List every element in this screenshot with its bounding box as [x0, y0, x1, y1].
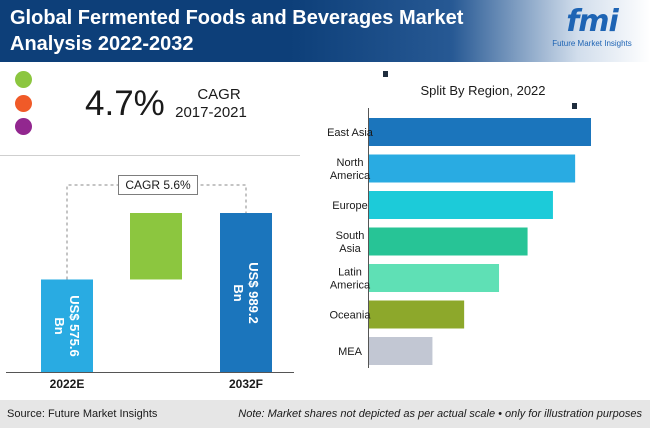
logo-text: Future Market Insights [552, 39, 632, 48]
bar-value-label-2022E: US$ 575.6 Bn [52, 271, 82, 381]
header-banner: Global Fermented Foods and Beverages Mar… [0, 0, 650, 62]
footer-bar: Source: Future Market Insights Note: Mar… [0, 400, 650, 428]
region-label-line: Asia [339, 243, 361, 255]
bar-value-line-amount: US$ 575.6 [67, 295, 82, 357]
header-gradient [290, 0, 650, 62]
region-bar-0 [369, 118, 591, 146]
bar-2022E [41, 279, 93, 372]
region-bar-1 [369, 154, 576, 183]
region-label-line: East Asia [327, 127, 374, 139]
bar-2032F [220, 213, 272, 372]
region-label-1: North America [330, 157, 371, 182]
note-text: Note: Market shares not depicted as per … [238, 408, 642, 420]
region-label-line: America [330, 280, 371, 292]
region-chart-title: Split By Region, 2022 [420, 83, 546, 98]
legend-dot-purple [15, 118, 32, 135]
bar-increment [130, 213, 182, 280]
region-label-line: South [336, 230, 365, 242]
cagr-value: 4.7% [85, 84, 165, 123]
legend-dot-orange [15, 95, 32, 112]
fmi-logo: fmi Future Market Insights [546, 6, 638, 56]
region-label-2: Europe [332, 200, 367, 212]
decor-square-right [572, 103, 577, 109]
region-label-line: Europe [332, 200, 367, 212]
region-label-line: America [330, 170, 371, 182]
region-bar-3 [369, 227, 528, 256]
cagr-period: 2017-2021 [175, 104, 247, 121]
legend-dot-green [15, 71, 32, 88]
bar-value-label-2032F: US$ 989.2 Bn [231, 238, 261, 348]
bar-value-line-amount: US$ 989.2 [246, 261, 261, 324]
region-bar-6 [369, 337, 433, 365]
decor-square-left [383, 71, 388, 77]
region-bar-5 [369, 300, 465, 329]
region-bar-2 [369, 191, 553, 219]
region-label-5: Oceania [330, 310, 372, 322]
region-label-line: MEA [338, 346, 363, 358]
bar-value-line-unit: Bn [231, 283, 246, 302]
bar-value-line-unit: Bn [52, 317, 67, 335]
region-label-line: Oceania [330, 310, 372, 322]
region-label-line: North [337, 157, 364, 169]
x-tick-label-2022E: 2022E [49, 377, 85, 391]
section-divider [0, 155, 300, 156]
source-text: Source: Future Market Insights [7, 408, 158, 420]
region-label-line: Latin [338, 267, 362, 279]
region-bar-4 [369, 264, 500, 292]
market-size-waterfall-chart [6, 184, 294, 373]
region-label-4: Latin America [330, 267, 371, 292]
x-tick-label-2032F: 2032F [228, 377, 264, 391]
region-label-6: MEA [338, 346, 363, 358]
region-label-0: East Asia [327, 127, 374, 139]
logo-mark: fmi [566, 4, 619, 39]
page-title: Global Fermented Foods and Beverages Mar… [10, 7, 464, 55]
cagr-annotation-box: CAGR 5.6% [118, 175, 198, 195]
cagr-label: CAGR [197, 86, 241, 103]
region-label-3: South Asia [336, 230, 365, 255]
